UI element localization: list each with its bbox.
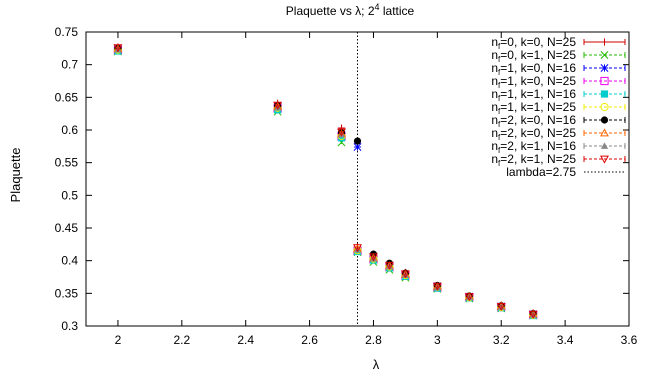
data-point: [369, 255, 378, 262]
legend-marker: [600, 155, 609, 164]
data-point: [400, 270, 410, 279]
y-tick-label: 0.5: [61, 188, 78, 202]
data-point: [353, 137, 362, 145]
x-tick-label: 2.2: [173, 333, 190, 347]
series-2: [113, 45, 538, 319]
legend-entry-label: nf=1, k=1, N=16: [491, 87, 576, 103]
series-5: [113, 45, 538, 319]
data-point: [353, 245, 362, 253]
legend-marker: [600, 51, 609, 59]
data-point: [384, 261, 394, 270]
data-point: [274, 104, 282, 111]
legend-marker: [600, 128, 609, 137]
data-point: [114, 46, 122, 53]
legend-marker: [600, 90, 609, 98]
y-tick-label: 0.35: [55, 286, 79, 300]
legend-entry-label: nf=2, k=0, N=16: [491, 113, 576, 129]
x-axis-label: λ: [373, 357, 380, 372]
legend-marker: [600, 64, 609, 72]
legend-entry-label: nf=2, k=1, N=16: [491, 139, 576, 155]
axes: 2 2.2 2.4 2.6 2.8 3 3.2 3.4 3.6 0.3 0.35 0.4 0.45 0.5…: [55, 25, 638, 347]
y-tick-label: 0.45: [55, 221, 79, 235]
y-tick-label: 0.75: [55, 25, 79, 39]
legend-entry-label: nf=1, k=0, N=25: [491, 74, 576, 90]
x-tick-label: 2.8: [365, 333, 382, 347]
x-tick-label: 2.4: [237, 333, 254, 347]
data-point: [337, 128, 346, 137]
legend-marker: [600, 142, 609, 149]
data-point: [432, 282, 442, 291]
chart-title-main: Plaquette vs λ; 2: [286, 4, 375, 18]
chart-title: Plaquette vs λ; 24 lattice: [286, 2, 415, 18]
series-4: [114, 47, 537, 320]
legend-marker: [600, 116, 609, 124]
y-tick-label: 0.3: [61, 319, 78, 333]
data-point: [528, 310, 538, 319]
y-tick-label: 0.55: [55, 156, 79, 170]
x-tick-label: 3.2: [493, 333, 510, 347]
legend-marker: [600, 38, 609, 46]
legend-entry-label: nf=2, k=1, N=25: [491, 152, 576, 168]
y-tick-label: 0.6: [61, 123, 78, 137]
legend-marker: [600, 76, 609, 86]
y-axis-label: Plaquette: [8, 148, 23, 203]
series-0: [114, 43, 537, 317]
legend-entry-label: nf=2, k=0, N=25: [491, 126, 576, 142]
x-tick-label: 3: [434, 333, 441, 347]
y-tick-label: 0.4: [61, 254, 78, 268]
legend-vline-label: lambda=2.75: [506, 165, 576, 179]
data-point: [353, 244, 362, 253]
legend-entry-label: nf=0, k=0, N=25: [491, 35, 576, 51]
series-9: [113, 44, 538, 319]
legend-entry-label: nf=0, k=1, N=25: [491, 48, 576, 64]
x-tick-label: 3.6: [621, 333, 638, 347]
series-7: [113, 44, 538, 318]
legend-entry-label: nf=1, k=1, N=25: [491, 100, 576, 116]
x-tick-label: 2.6: [301, 333, 318, 347]
chart-title-sup: 4: [375, 2, 380, 12]
x-tick-label: 2: [115, 333, 122, 347]
series-3: [113, 46, 538, 319]
data-point: [369, 253, 378, 262]
data-point: [353, 143, 362, 151]
data-point: [464, 293, 474, 302]
data-points: [113, 43, 538, 320]
legend-marker: [600, 102, 609, 112]
y-tick-label: 0.7: [61, 58, 78, 72]
series-1: [113, 47, 538, 320]
y-tick-label: 0.65: [55, 90, 79, 104]
legend-entry-label: nf=1, k=0, N=16: [491, 61, 576, 77]
data-point: [273, 101, 283, 110]
data-point: [496, 303, 506, 312]
x-tick-label: 3.4: [557, 333, 574, 347]
data-point: [113, 44, 123, 53]
chart-title-tail: lattice: [380, 4, 415, 18]
series-6: [114, 44, 537, 318]
series-8: [114, 46, 537, 318]
data-point: [337, 134, 346, 142]
data-point: [337, 130, 346, 138]
